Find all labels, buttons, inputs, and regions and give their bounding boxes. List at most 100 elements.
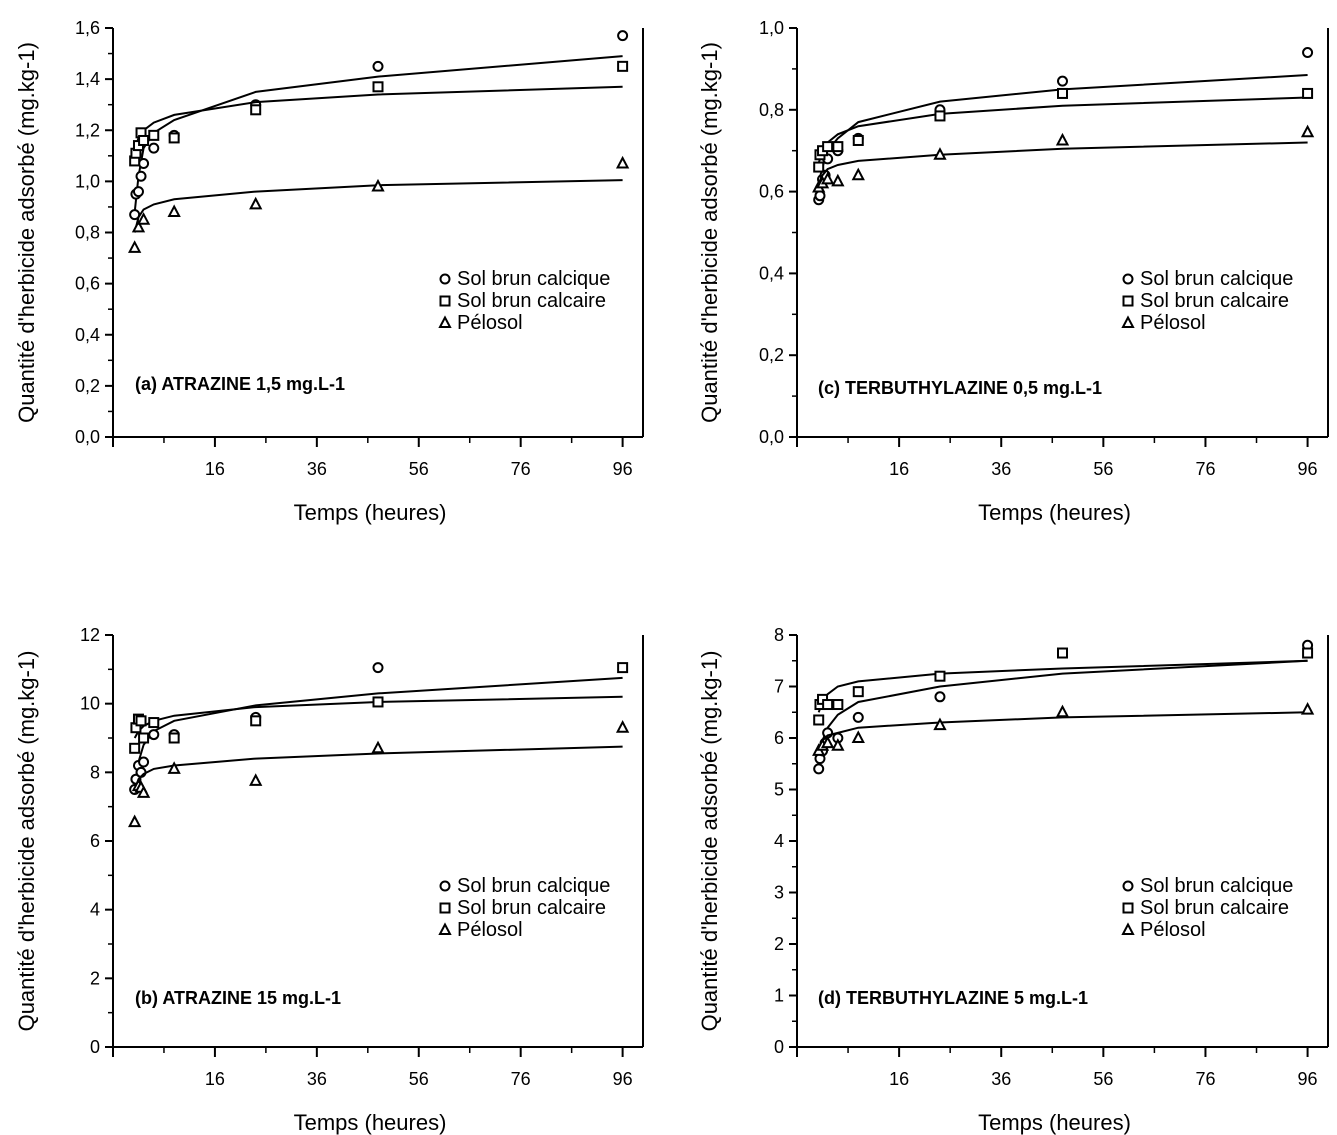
data-point-square <box>148 717 160 729</box>
panel-title: (a) ATRAZINE 1,5 mg.L-1 <box>135 374 345 394</box>
data-point-square <box>1057 87 1068 99</box>
legend-marker-triangle <box>1121 315 1135 328</box>
x-tick-label: 96 <box>613 1069 633 1089</box>
x-tick-label: 36 <box>991 459 1011 479</box>
y-tick-label: 0,0 <box>75 427 100 447</box>
legend-marker-triangle <box>1121 922 1135 935</box>
data-point-triangle <box>933 147 947 160</box>
data-point-square <box>852 134 864 146</box>
data-point-square <box>138 732 150 744</box>
y-tick-label: 1,0 <box>75 171 100 191</box>
data-point-circle <box>814 190 826 202</box>
x-tick-label: 16 <box>889 1069 909 1089</box>
data-point-circle <box>138 157 150 169</box>
legend-marker-square <box>1122 902 1134 914</box>
y-tick-label: 6 <box>90 831 100 851</box>
data-point-square <box>148 129 160 141</box>
data-point-circle <box>372 662 384 674</box>
data-point-square <box>832 699 844 711</box>
y-tick-label: 3 <box>774 883 784 903</box>
x-tick-label: 96 <box>1298 1069 1318 1089</box>
data-point-triangle <box>371 178 385 192</box>
legend-marker-circle <box>439 273 451 285</box>
legend-marker-square <box>1122 295 1134 307</box>
x-tick-label: 76 <box>511 1069 531 1089</box>
x-tick-label: 36 <box>307 1069 327 1089</box>
data-point-square <box>822 141 834 153</box>
y-tick-label: 7 <box>774 677 784 697</box>
data-point-triangle <box>249 773 263 786</box>
y-tick-label: 2 <box>774 934 784 954</box>
y-tick-label: 0,2 <box>759 345 784 365</box>
data-point-square <box>250 715 262 727</box>
x-tick-label: 56 <box>409 459 429 479</box>
y-tick-label: 8 <box>90 762 100 782</box>
fit-curve-circle <box>133 676 623 787</box>
data-point-square <box>617 60 629 72</box>
x-axis-title: Temps (heures) <box>294 1110 447 1135</box>
y-tick-label: 5 <box>774 780 784 800</box>
data-point-triangle <box>615 720 630 733</box>
data-point-triangle <box>820 171 835 185</box>
data-point-square <box>1302 87 1314 99</box>
legend-label: Pélosol <box>457 312 523 334</box>
data-point-triangle <box>131 219 146 233</box>
x-tick-label: 76 <box>1195 459 1215 479</box>
y-tick-label: 1,4 <box>75 69 100 89</box>
data-point-triangle <box>820 735 835 749</box>
legend-label: Sol brun calcaire <box>1140 290 1289 312</box>
data-point-square <box>135 715 147 727</box>
data-point-circle <box>617 30 629 42</box>
x-tick-label: 16 <box>889 459 909 479</box>
y-tick-label: 0,2 <box>75 376 100 396</box>
data-point-triangle <box>1300 124 1315 138</box>
data-point-circle <box>148 142 160 154</box>
y-tick-label: 10 <box>80 694 100 714</box>
data-point-circle <box>934 691 946 703</box>
legend-label: Sol brun calcique <box>457 875 610 897</box>
y-axis-title: Quantité d'herbicide adsorbé (mg.kg-1) <box>14 651 39 1032</box>
y-tick-label: 8 <box>774 625 784 645</box>
legend-label: Pélosol <box>1140 919 1206 941</box>
data-point-triangle <box>1055 132 1070 146</box>
data-point-triangle <box>249 196 263 210</box>
data-point-circle <box>813 763 825 775</box>
legend-label: Sol brun calcaire <box>1140 897 1289 919</box>
data-point-triangle <box>851 167 865 181</box>
data-point-square <box>822 699 834 711</box>
y-tick-label: 1,6 <box>75 18 100 38</box>
legend-label: Sol brun calcaire <box>457 290 606 312</box>
x-tick-label: 36 <box>307 459 327 479</box>
y-tick-label: 1,0 <box>759 18 784 38</box>
data-point-square <box>168 732 180 744</box>
data-point-square <box>138 134 150 146</box>
data-point-square <box>250 104 262 116</box>
data-point-square <box>813 161 825 173</box>
data-point-square <box>1302 647 1314 659</box>
fit-curve-triangle <box>133 745 623 790</box>
y-tick-label: 4 <box>90 900 100 920</box>
legend-label: Pélosol <box>457 919 523 941</box>
data-point-triangle <box>1055 704 1070 718</box>
legend-marker-square <box>439 295 451 307</box>
data-point-circle <box>852 711 864 723</box>
panel-title: (d) TERBUTHYLAZINE 5 mg.L-1 <box>818 988 1088 1008</box>
data-point-circle <box>135 170 147 182</box>
y-tick-label: 0,6 <box>75 274 100 294</box>
x-axis-title: Temps (heures) <box>978 1110 1131 1135</box>
data-point-square <box>617 662 629 674</box>
data-point-triangle <box>128 814 142 828</box>
y-tick-label: 0,6 <box>759 182 784 202</box>
data-point-triangle <box>831 738 845 751</box>
fit-curve-square <box>817 96 1308 164</box>
panel-title: (c) TERBUTHYLAZINE 0,5 mg.L-1 <box>818 378 1102 398</box>
data-point-circle <box>1057 75 1068 87</box>
data-point-square <box>372 81 384 93</box>
y-axis-title: Quantité d'herbicide adsorbé (mg.kg-1) <box>697 42 722 423</box>
x-tick-label: 16 <box>205 1069 225 1089</box>
legend-label: Sol brun calcique <box>1140 268 1293 290</box>
fit-curve-square <box>133 85 623 151</box>
data-point-square <box>1057 647 1068 659</box>
y-tick-label: 0,4 <box>75 325 100 345</box>
data-point-triangle <box>615 155 630 169</box>
